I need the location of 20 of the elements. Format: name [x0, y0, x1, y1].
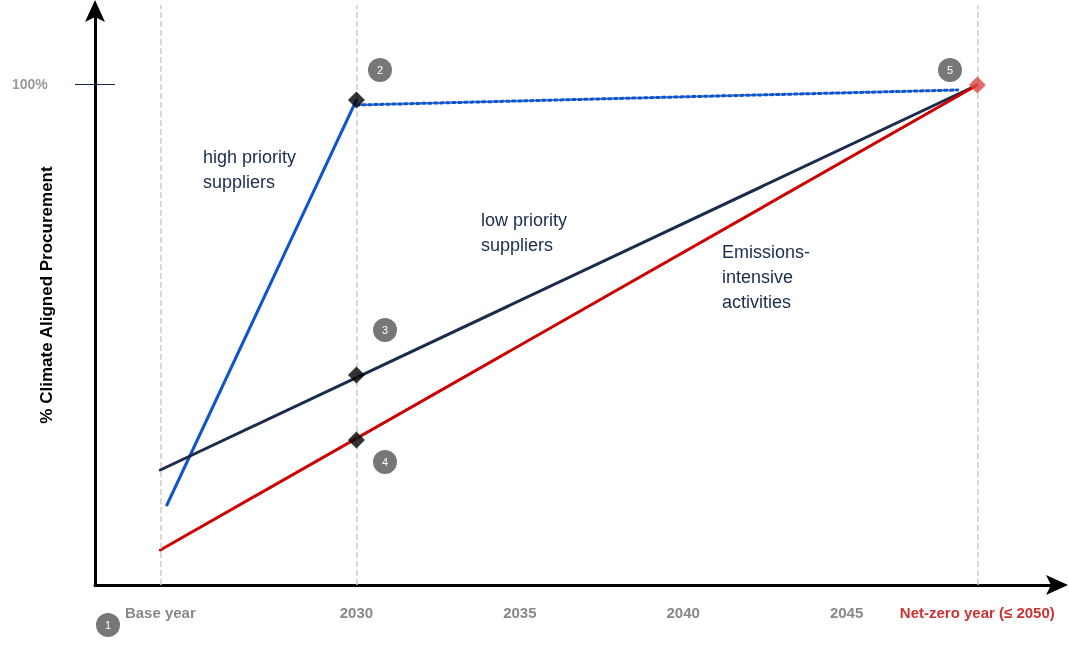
text: 5 [938, 58, 962, 82]
text: 100% [12, 76, 48, 92]
y-axis-title: % Climate Aligned Procurement [36, 166, 56, 424]
x-tick-label: Net-zero year (≤ 2050) [899, 603, 1055, 621]
series-label: Emissions-intensive activities [722, 241, 811, 314]
text: 2 [368, 58, 392, 82]
point [347, 366, 365, 384]
x-tick-label: Base year [124, 603, 196, 621]
x-tick-label: 2030 [339, 603, 374, 621]
x-tick-label: 2035 [503, 603, 537, 621]
series-label: high priority suppliers [203, 146, 298, 194]
point [347, 91, 365, 109]
x-tick-label: 2040 [666, 603, 700, 621]
point [347, 431, 365, 449]
annotation: 4 [373, 450, 397, 474]
x-tick-label: 2045 [829, 603, 864, 621]
annotation: 3 [373, 318, 397, 342]
text: 1 [96, 613, 120, 637]
point [968, 76, 986, 94]
series-label: low priority suppliers [481, 209, 569, 257]
